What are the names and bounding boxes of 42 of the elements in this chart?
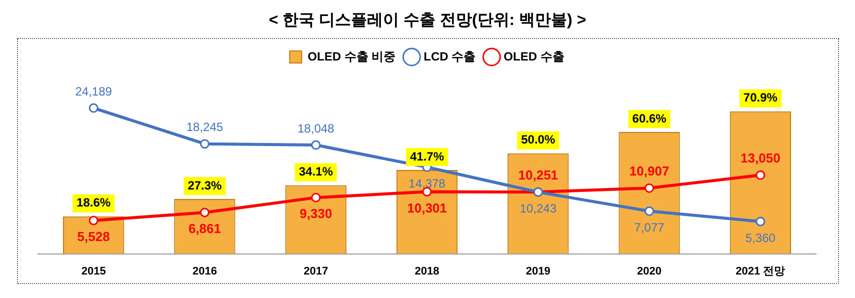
data-label: 60.6% <box>632 111 666 126</box>
legend-label: LCD 수출 <box>423 49 476 64</box>
data-label: 13,050 <box>740 150 780 166</box>
point <box>310 192 320 202</box>
data-label: 7,077 <box>634 220 664 234</box>
legend-label: OLED 수출 비중 <box>307 49 396 64</box>
data-label: 18.6% <box>76 196 110 210</box>
point <box>199 208 209 218</box>
data-label: 18,048 <box>297 121 334 136</box>
x-tick-label: 2020 <box>636 265 662 278</box>
x-tick-label: 2016 <box>192 265 216 278</box>
point <box>310 140 320 150</box>
data-label: 18,245 <box>186 120 223 134</box>
data-label: 41.7% <box>409 149 444 164</box>
x-tick-label: 2015 <box>80 265 106 278</box>
data-label: 10,243 <box>519 201 556 216</box>
data-label: 27.3% <box>187 178 222 192</box>
point <box>755 170 765 180</box>
data-label: 10,251 <box>518 168 558 183</box>
data-label: 70.9% <box>742 90 778 105</box>
point <box>755 216 765 226</box>
data-label: 5,528 <box>76 229 110 244</box>
data-label: 5,360 <box>744 230 776 245</box>
data-label: 50.0% <box>520 132 555 147</box>
x-tick-label: 2017 <box>303 265 328 278</box>
data-label: 6,861 <box>188 221 220 236</box>
chart-title: < 한국 디스플레이 수출 전망(단위: 백만불) > <box>268 11 588 31</box>
data-label: 10,907 <box>628 164 669 179</box>
point <box>199 139 209 149</box>
point <box>88 103 98 113</box>
data-label: 9,330 <box>299 206 332 222</box>
x-tick-label: 2021 전망 <box>735 265 785 278</box>
data-label: 14,378 <box>408 176 446 190</box>
data-label: 24,189 <box>74 84 112 98</box>
point <box>644 183 654 193</box>
point <box>644 206 654 216</box>
data-label: 34.1% <box>298 164 333 179</box>
data-label: 10,301 <box>406 200 446 216</box>
x-tick-label: 2018 <box>414 265 439 278</box>
point <box>88 216 98 226</box>
legend-label: OLED 수출 <box>503 49 564 64</box>
x-tick-label: 2019 <box>525 265 550 278</box>
